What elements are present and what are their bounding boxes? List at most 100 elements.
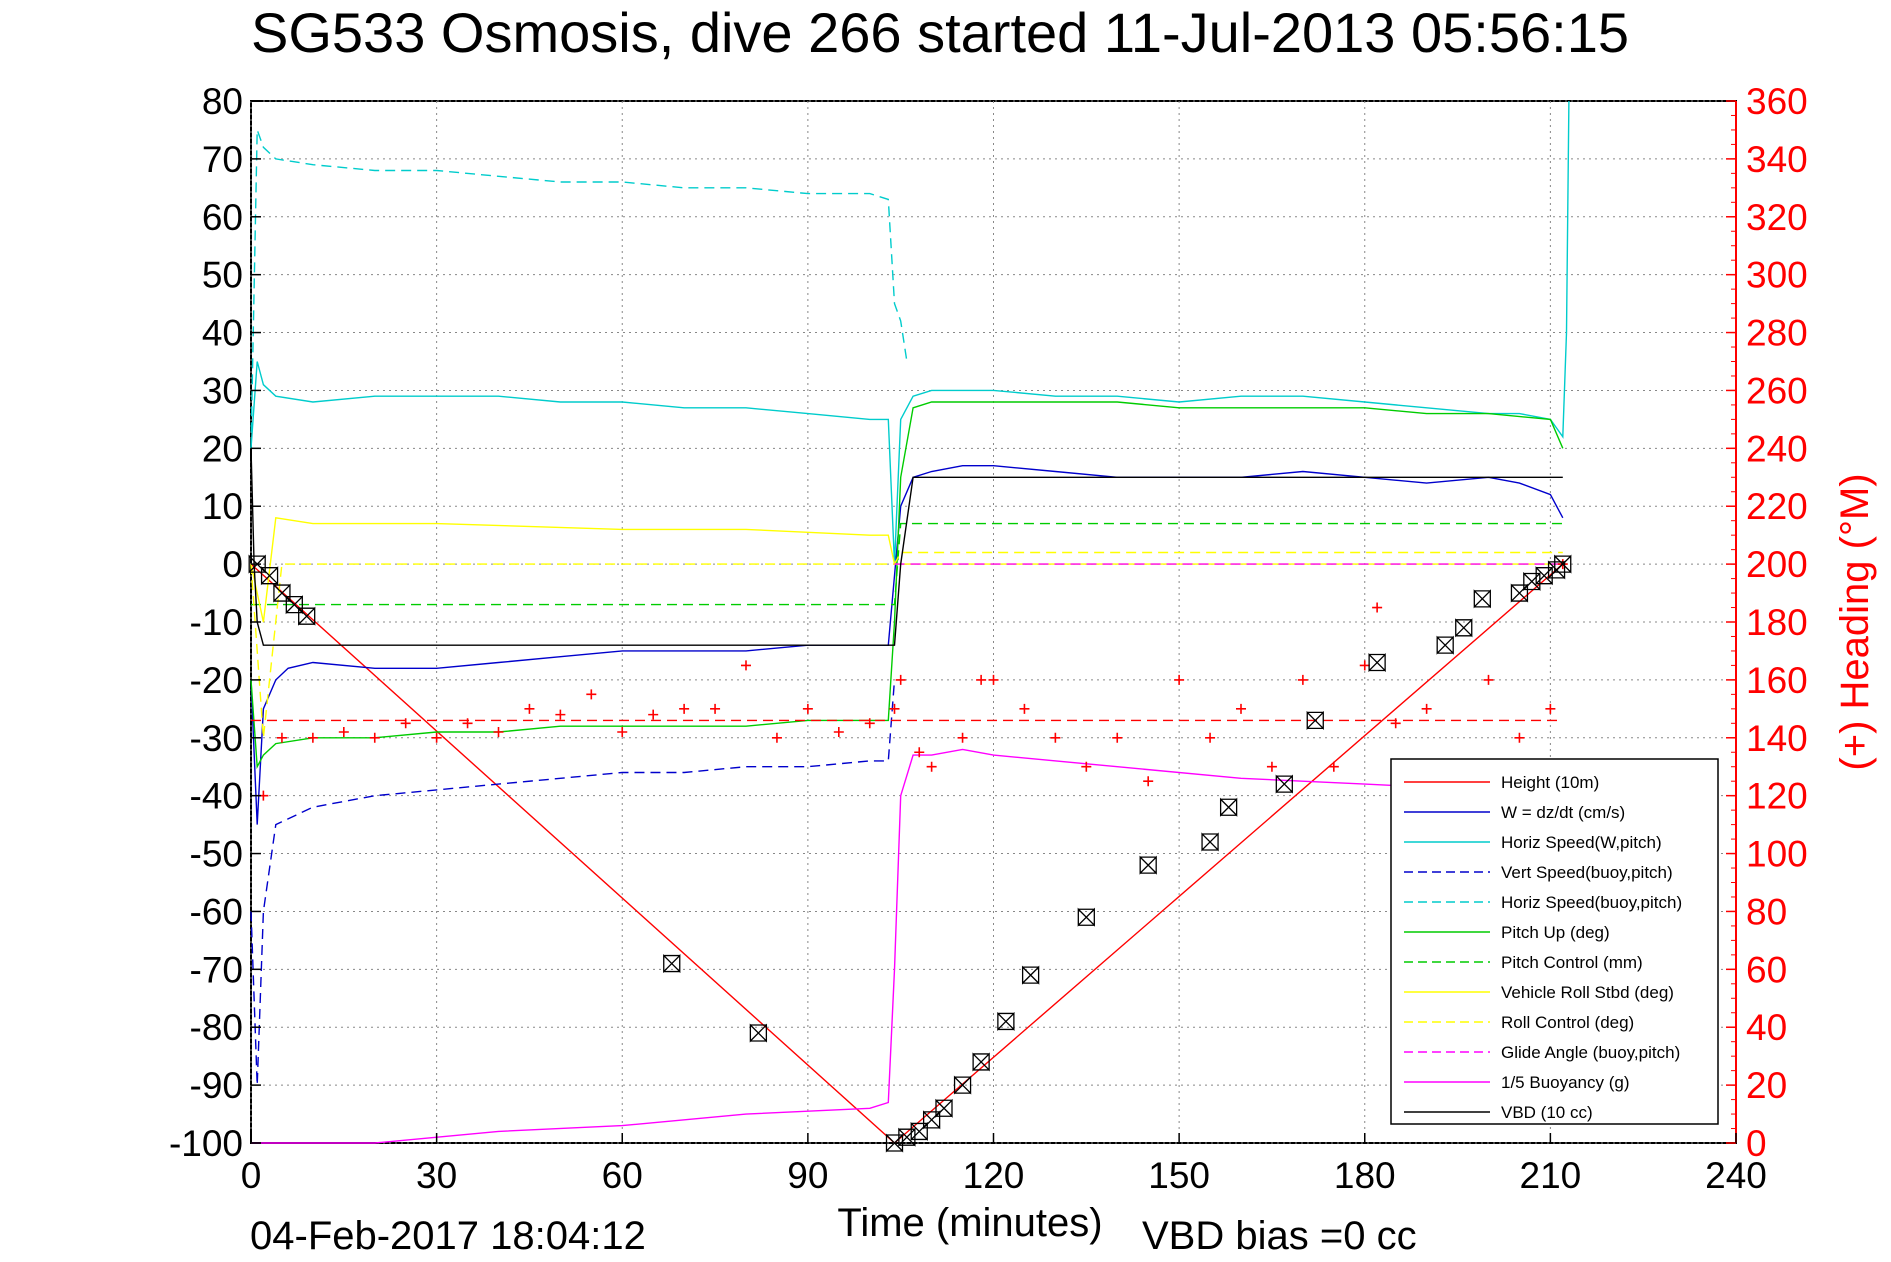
depth-marker <box>285 595 303 615</box>
depth-marker <box>1535 566 1553 586</box>
series-heading-m <box>258 559 1568 801</box>
legend-label: Pitch Control (mm) <box>1501 953 1643 972</box>
heading-point <box>1050 732 1061 743</box>
x-tick-label: 60 <box>602 1155 643 1196</box>
depth-marker <box>1523 571 1541 592</box>
y2-tick-label: 300 <box>1746 255 1808 296</box>
y-tick-label: 50 <box>202 255 243 296</box>
heading-point <box>1266 761 1277 772</box>
heading-point <box>586 689 597 700</box>
legend-label: 1/5 Buoyancy (g) <box>1501 1073 1630 1092</box>
y2-tick-label: 320 <box>1746 197 1808 238</box>
y2-tick-label: 340 <box>1746 139 1808 180</box>
y-tick-label: 30 <box>202 370 243 411</box>
y-tick-label: 20 <box>202 428 243 469</box>
heading-point <box>524 703 535 714</box>
depth-marker <box>1219 797 1238 817</box>
heading-point <box>895 674 906 685</box>
y-tick-label: -70 <box>190 949 243 990</box>
heading-point <box>555 709 566 720</box>
depth-marker <box>1306 710 1324 730</box>
y-tick-label: 70 <box>202 139 243 180</box>
heading-point <box>307 732 318 743</box>
series-w-dz-dt-cm-s <box>250 465 1564 825</box>
depth-marker <box>1554 554 1572 574</box>
y2-tick-label: 20 <box>1746 1065 1787 1106</box>
legend-label: Glide Angle (buoy,pitch) <box>1501 1043 1680 1062</box>
heading-point <box>833 726 844 737</box>
depth-marker <box>997 1011 1015 1031</box>
y2-tick-label: 140 <box>1746 718 1808 759</box>
legend-label: Height (10m) <box>1501 773 1599 792</box>
y2-tick-label: 180 <box>1746 602 1808 643</box>
y-tick-label: -10 <box>190 602 243 643</box>
depth-marker <box>1021 965 1040 985</box>
heading-point <box>1421 703 1432 714</box>
y-tick-label: -30 <box>190 718 243 759</box>
y-tick-label: 10 <box>202 486 243 527</box>
depth-marker <box>248 554 266 574</box>
y2-tick-label: 100 <box>1746 834 1808 875</box>
legend-label: Vehicle Roll Stbd (deg) <box>1501 983 1674 1002</box>
depth-marker <box>1455 618 1473 638</box>
heading-point <box>988 674 999 685</box>
series-horiz-speed-w-pitch <box>250 100 1570 565</box>
right-axis-label: (+) Heading (°M) <box>1833 473 1877 770</box>
depth-marker <box>1473 589 1491 609</box>
depth-marker <box>885 1133 904 1153</box>
heading-point <box>493 726 504 737</box>
depth-marker <box>749 1023 768 1043</box>
y-tick-label: -20 <box>190 660 243 701</box>
heading-point <box>1236 703 1246 714</box>
heading-point <box>889 703 900 714</box>
y-tick-label: -100 <box>169 1123 243 1164</box>
y-tick-label: -80 <box>190 1007 243 1048</box>
series-pitch-control-mm <box>251 522 1563 606</box>
y2-tick-label: 60 <box>1746 949 1787 990</box>
y-tick-label: 40 <box>202 313 243 354</box>
depth-marker <box>1077 907 1095 927</box>
depth-marker <box>273 583 291 603</box>
series-depth-markers <box>248 554 1572 1153</box>
heading-point <box>926 761 937 772</box>
y2-tick-label: 220 <box>1746 486 1808 527</box>
x-tick-label: 240 <box>1705 1155 1767 1196</box>
bottom-axis-ticks: 0 30 60 90 120 150 180 210 240 <box>241 1133 1767 1196</box>
heading-point <box>1514 732 1525 743</box>
x-tick-label: 90 <box>787 1155 828 1196</box>
footer-timestamp: 04-Feb-2017 18:04:12 <box>250 1214 646 1258</box>
y2-tick-label: 80 <box>1746 891 1787 932</box>
depth-marker <box>972 1052 990 1072</box>
heading-point <box>914 747 925 758</box>
y-tick-label: -40 <box>190 776 243 817</box>
y-tick-label: 80 <box>202 81 243 122</box>
legend-label: Vert Speed(buoy,pitch) <box>1501 863 1673 882</box>
legend-label: Roll Control (deg) <box>1501 1013 1634 1032</box>
x-tick-label: 30 <box>416 1155 457 1196</box>
y2-tick-label: 360 <box>1746 81 1808 122</box>
heading-point <box>400 718 411 729</box>
legend-label: Horiz Speed(buoy,pitch) <box>1501 893 1682 912</box>
heading-point <box>976 674 987 685</box>
series-vert-speed-buoy-pitch <box>250 679 896 1086</box>
x-tick-label: 150 <box>1148 1155 1210 1196</box>
y2-tick-label: 120 <box>1746 776 1808 817</box>
y2-tick-label: 0 <box>1746 1123 1767 1164</box>
x-axis-label: Time (minutes) <box>837 1201 1102 1245</box>
y-tick-label: 60 <box>202 197 243 238</box>
y2-tick-label: 40 <box>1746 1007 1787 1048</box>
legend: Height (10m) W = dz/dt (cm/s) Horiz Speed(… <box>1390 758 1719 1125</box>
series-pitch-up-deg <box>250 401 1564 770</box>
y-tick-label: -90 <box>190 1065 243 1106</box>
depth-marker <box>1201 832 1219 852</box>
heading-point <box>1143 776 1154 787</box>
depth-marker <box>663 953 681 974</box>
heading-point <box>1372 602 1383 613</box>
heading-point <box>1545 703 1556 714</box>
heading-point <box>679 703 690 714</box>
heading-point <box>1205 732 1216 743</box>
footer-vbd-bias: VBD bias =0 cc <box>1142 1214 1417 1258</box>
depth-marker <box>1368 652 1386 673</box>
heading-point <box>771 732 782 743</box>
heading-point <box>431 732 442 743</box>
